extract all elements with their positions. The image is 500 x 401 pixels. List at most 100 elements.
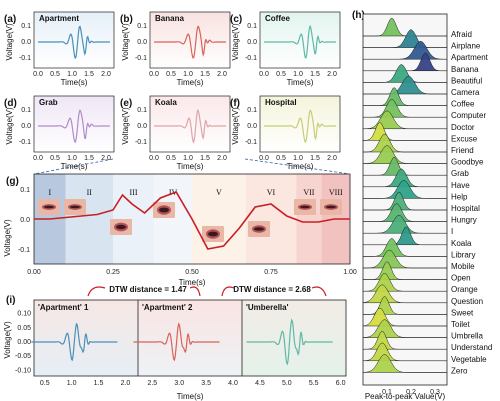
small-ylabel: Voltage(V) — [5, 107, 14, 145]
g-mouth-photos — [38, 199, 342, 242]
g-xtick: 0.25 — [106, 269, 120, 276]
h-word-label: Camera — [451, 88, 480, 97]
small-ytick: -0.1 — [19, 55, 31, 62]
h-word-label: Doctor — [451, 123, 475, 132]
h-word-label: I — [451, 227, 453, 236]
small-ytick: 0.0 — [137, 123, 147, 130]
i-ytick: 0.00 — [17, 339, 31, 346]
i-xtick: 5.0 — [282, 380, 292, 387]
small-xtick: 2.0 — [101, 71, 111, 78]
small-panel-word: Banana — [155, 14, 184, 23]
h-ridge-hospital — [363, 191, 447, 211]
h-word-label: Vegetable — [451, 355, 487, 364]
small-xlabel: Time(s) — [177, 162, 204, 171]
g-stage-label: VI — [267, 188, 276, 197]
i-xticks: 0.5 1.0 1.5 2.0 2.5 3.0 3.5 4.0 4.5 5.0 5.5 6.0 — [40, 380, 346, 387]
small-ytick: -0.1 — [245, 55, 257, 62]
h-word-labels: Afraid Airplane Apartment Banana Beautiful Ca… — [451, 30, 492, 375]
g-ytick: 0.1 — [20, 187, 30, 194]
h-ridge-library — [363, 238, 447, 257]
small-xtick: 2.0 — [327, 155, 337, 162]
mouth-photo — [294, 199, 316, 215]
i-segment-labels: 'Apartment' 1 'Apartment' 2 'Umberella' — [38, 303, 289, 312]
small-ytick: 0.1 — [137, 23, 147, 30]
small-panel-word: Apartment — [39, 14, 79, 23]
zoom-line-left — [33, 158, 114, 175]
small-xtick: 1.0 — [293, 71, 303, 78]
zoom-line-right — [244, 158, 351, 175]
g-stage-label: III — [130, 188, 138, 197]
h-word-label: Open — [451, 274, 471, 283]
i-signal-1 — [133, 322, 220, 362]
h-word-label: Friend — [451, 146, 474, 155]
small-panel-frame — [259, 95, 341, 153]
small-ytick: 0.1 — [137, 107, 147, 114]
panel-g: (g) I II III IV V VI VII VIII Voltage(V) 0.10.0… — [3, 158, 357, 287]
mouth-opening — [254, 227, 264, 231]
dtw-arrow-left-1 — [87, 286, 106, 297]
small-xtick: 0.0 — [259, 71, 269, 78]
i-signal-0 — [31, 322, 118, 362]
i-xtick: 2.0 — [121, 380, 131, 387]
dtw-label-2: DTW distance = 2.68 — [233, 285, 311, 294]
small-xlabel: Time(s) — [61, 78, 88, 87]
small-xtick: 0.0 — [259, 155, 269, 162]
h-ridges — [362, 17, 447, 373]
mouth-photo — [320, 199, 342, 215]
small-panel-4: (e) Koala 0.1 0.0 -0.1 0.0 0.5 1.0 1.5 2.0 Time(s)… — [120, 95, 231, 171]
small-panel-letter: (a) — [4, 14, 16, 25]
h-ridge-have — [363, 168, 447, 188]
h-word-label: Help — [451, 192, 468, 201]
i-bg-1 — [34, 300, 138, 376]
h-word-label: Airplane — [451, 42, 481, 51]
mouth-photo — [202, 226, 224, 242]
small-xtick: 1.0 — [67, 71, 77, 78]
small-ytick: 0.0 — [21, 39, 31, 46]
small-ylabel: Voltage(V) — [5, 23, 14, 61]
small-xlabel: Time(s) — [177, 78, 204, 87]
small-xtick: 0.0 — [33, 71, 43, 78]
small-panel-5: (f)Hospital0.10.0-0.10.00.51.01.52.0Time… — [230, 95, 341, 171]
g-signal-line — [34, 191, 350, 250]
small-panel-letter: (c) — [230, 14, 242, 25]
h-ridge-mobile — [363, 249, 447, 269]
small-xtick: 0.5 — [50, 155, 60, 162]
small-panel-3: (d) Grab 0.1 0.0 -0.1 0.0 0.5 1.0 1.5 2.0 Time(s) V… — [4, 95, 115, 171]
panel-g-letter: (g) — [6, 176, 19, 187]
small-xtick: 1.5 — [200, 155, 210, 162]
h-word-label: Umbrella — [451, 332, 484, 341]
h-word-label: Grab — [451, 169, 469, 178]
mouth-opening — [208, 231, 218, 237]
h-ridge-hungry — [363, 203, 447, 222]
i-signal-2 — [246, 318, 333, 366]
small-ytick: 0.1 — [21, 107, 31, 114]
small-xlabel: Time(s) — [61, 162, 88, 171]
g-stage-label: II — [87, 188, 93, 197]
g-ytick: -0.1 — [18, 247, 30, 254]
small-xtick: 2.0 — [101, 155, 111, 162]
g-stage-band — [192, 174, 246, 264]
g-xtick: 1.00 — [343, 269, 357, 276]
small-xtick: 1.0 — [183, 155, 193, 162]
g-xtick: 0.75 — [264, 269, 278, 276]
small-xtick: 1.5 — [84, 155, 94, 162]
i-xtick: 0.5 — [40, 380, 50, 387]
small-panel-letter: (d) — [4, 98, 17, 109]
h-word-label: Computer — [451, 111, 486, 120]
small-xtick: 0.5 — [50, 71, 60, 78]
small-panel-signal — [264, 109, 336, 144]
g-stage-label: I — [48, 188, 51, 197]
small-ytick: -0.1 — [135, 55, 147, 62]
i-ytick: 0.10 — [17, 311, 31, 318]
small-ylabel: Voltage(V) — [231, 23, 240, 61]
h-ridge-coffee — [363, 87, 447, 106]
i-signal-lines — [31, 318, 333, 366]
small-ytick: 0.0 — [247, 39, 257, 46]
mouth-photo — [64, 199, 86, 215]
g-xlabel: Time(s) — [179, 278, 206, 287]
small-ytick: -0.1 — [135, 139, 147, 146]
i-xtick: 3.5 — [201, 380, 211, 387]
small-panel-signal — [154, 109, 226, 144]
i-xtick: 1.0 — [67, 380, 77, 387]
h-word-label: Beautiful — [451, 76, 482, 85]
